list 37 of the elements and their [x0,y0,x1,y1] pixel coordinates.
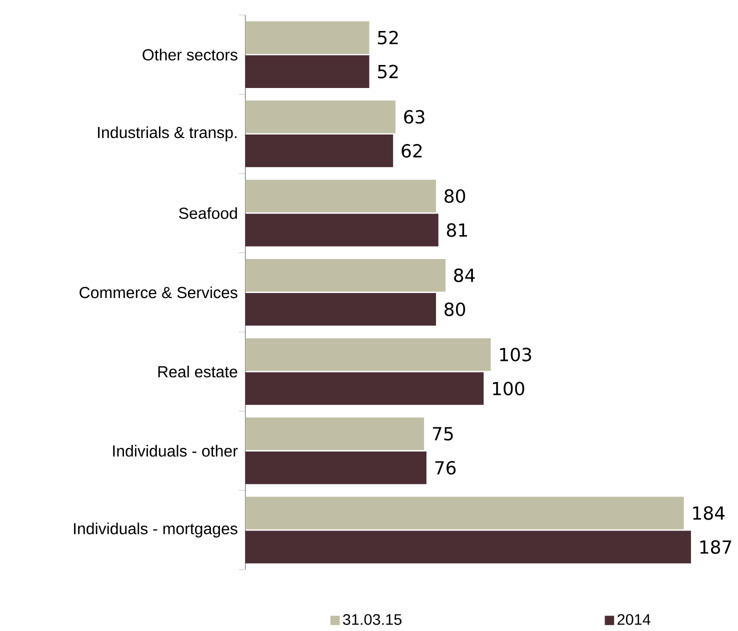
bar [245,496,684,530]
data-label: 52 [378,64,398,78]
y-tick-label: Other sectors [142,48,238,60]
y-tick-label: Industrials & transp. [98,126,236,142]
bar [245,55,370,88]
y-tick-label: Seafood [179,207,237,219]
data-label: 184 [693,506,725,520]
data-label: 103 [500,348,532,362]
bar [245,417,424,450]
bar [245,372,484,405]
data-label: 81 [446,223,467,237]
y-tick-label: Real estate [158,366,238,378]
data-label: 80 [444,302,466,316]
bar [245,258,446,292]
legend-label: 2014 [618,614,650,625]
data-label: 84 [454,268,475,282]
bar [245,292,436,326]
data-label: 62 [402,144,422,158]
bar [245,180,436,212]
y-tick-label: Commerce & Services [80,286,238,298]
data-label: 63 [404,110,424,124]
data-label: 52 [378,30,398,44]
bar [245,100,396,134]
bar [245,21,370,54]
bar [245,134,394,168]
data-label: 80 [444,189,466,203]
bar [245,338,491,371]
data-label: 100 [493,382,524,396]
legend-label: 31.03.15 [343,614,402,625]
data-label: 75 [432,427,453,440]
bar [245,530,691,564]
data-label: 76 [435,460,456,475]
bar [245,451,426,484]
bar [245,214,438,246]
data-label: 187 [700,540,732,554]
y-tick-label: Individuals - mortgages [74,522,238,538]
y-tick-label: Individuals - other [113,444,238,457]
